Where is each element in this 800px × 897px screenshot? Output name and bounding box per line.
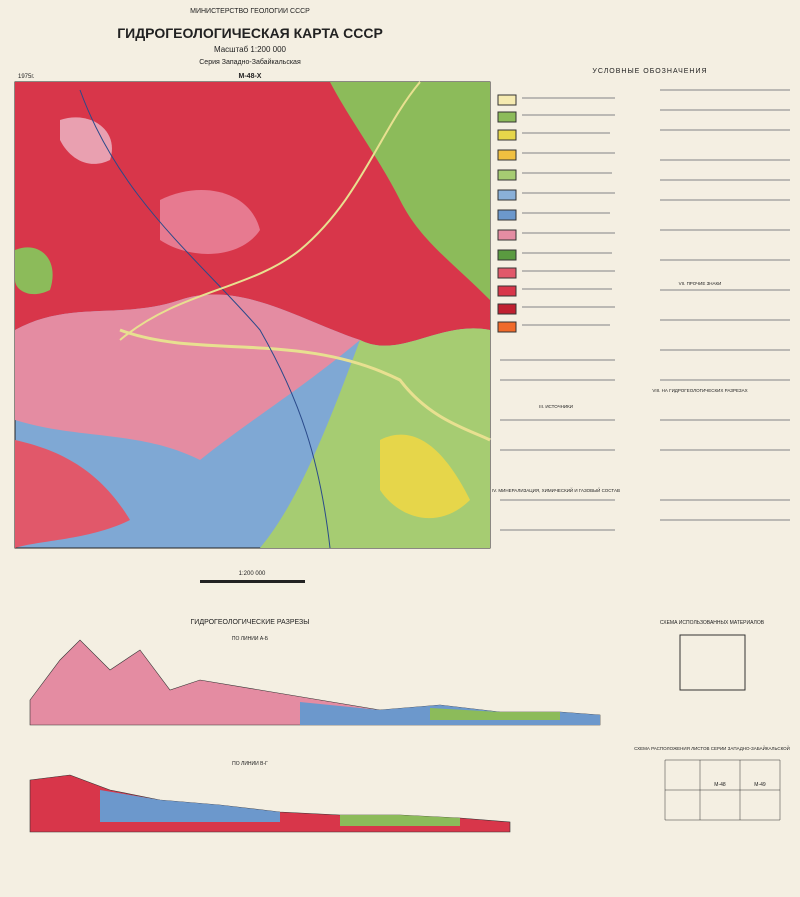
series: Серия Западно-Забайкальская	[199, 58, 301, 66]
scale: Масштаб 1:200 000	[214, 45, 287, 54]
materials-box	[679, 634, 746, 691]
section-ab	[29, 639, 601, 726]
legend-swatches	[497, 89, 790, 531]
section-line: ПО ЛИНИИ В-Г	[232, 761, 268, 767]
scheme-title: СХЕМА РАСПОЛОЖЕНИЯ ЛИСТОВ СЕРИИ ЗАПАДНО-…	[634, 744, 790, 751]
index-map	[664, 759, 781, 821]
map-frame	[14, 81, 491, 549]
sheet-label: M-49	[754, 782, 766, 788]
scheme-title: СХЕМА ИСПОЛЬЗОВАННЫХ МАТЕРИАЛОВ	[660, 620, 765, 626]
ministry: МИНИСТЕРСТВО ГЕОЛОГИИ СССР	[190, 8, 310, 15]
legend-section: VII. ПРОЧИЕ ЗНАКИ	[679, 281, 722, 286]
legend-section: IV. МИНЕРАЛИЗАЦИЯ, ХИМИЧЕСКИЙ И ГАЗОВЫЙ …	[492, 486, 620, 493]
legend-section: VIII. НА ГИДРОГЕОЛОГИЧЕСКИХ РАЗРЕЗАХ	[652, 388, 747, 393]
section-line: ПО ЛИНИИ А-Б	[232, 636, 269, 642]
title: ГИДРОГЕОЛОГИЧЕСКАЯ КАРТА СССР	[117, 25, 383, 41]
year: 1975г.	[18, 74, 35, 80]
legend-title: УСЛОВНЫЕ ОБОЗНАЧЕНИЯ	[592, 68, 707, 75]
sections-title: ГИДРОГЕОЛОГИЧЕСКИЕ РАЗРЕЗЫ	[191, 619, 310, 626]
sheet: М-48-Х	[239, 73, 262, 80]
sheet-label: M-48	[714, 782, 726, 788]
legend-section: III. ИСТОЧНИКИ	[539, 404, 573, 409]
scale-bar	[200, 580, 305, 583]
section-vg	[29, 774, 511, 833]
map-scale: 1:200 000	[239, 571, 266, 577]
